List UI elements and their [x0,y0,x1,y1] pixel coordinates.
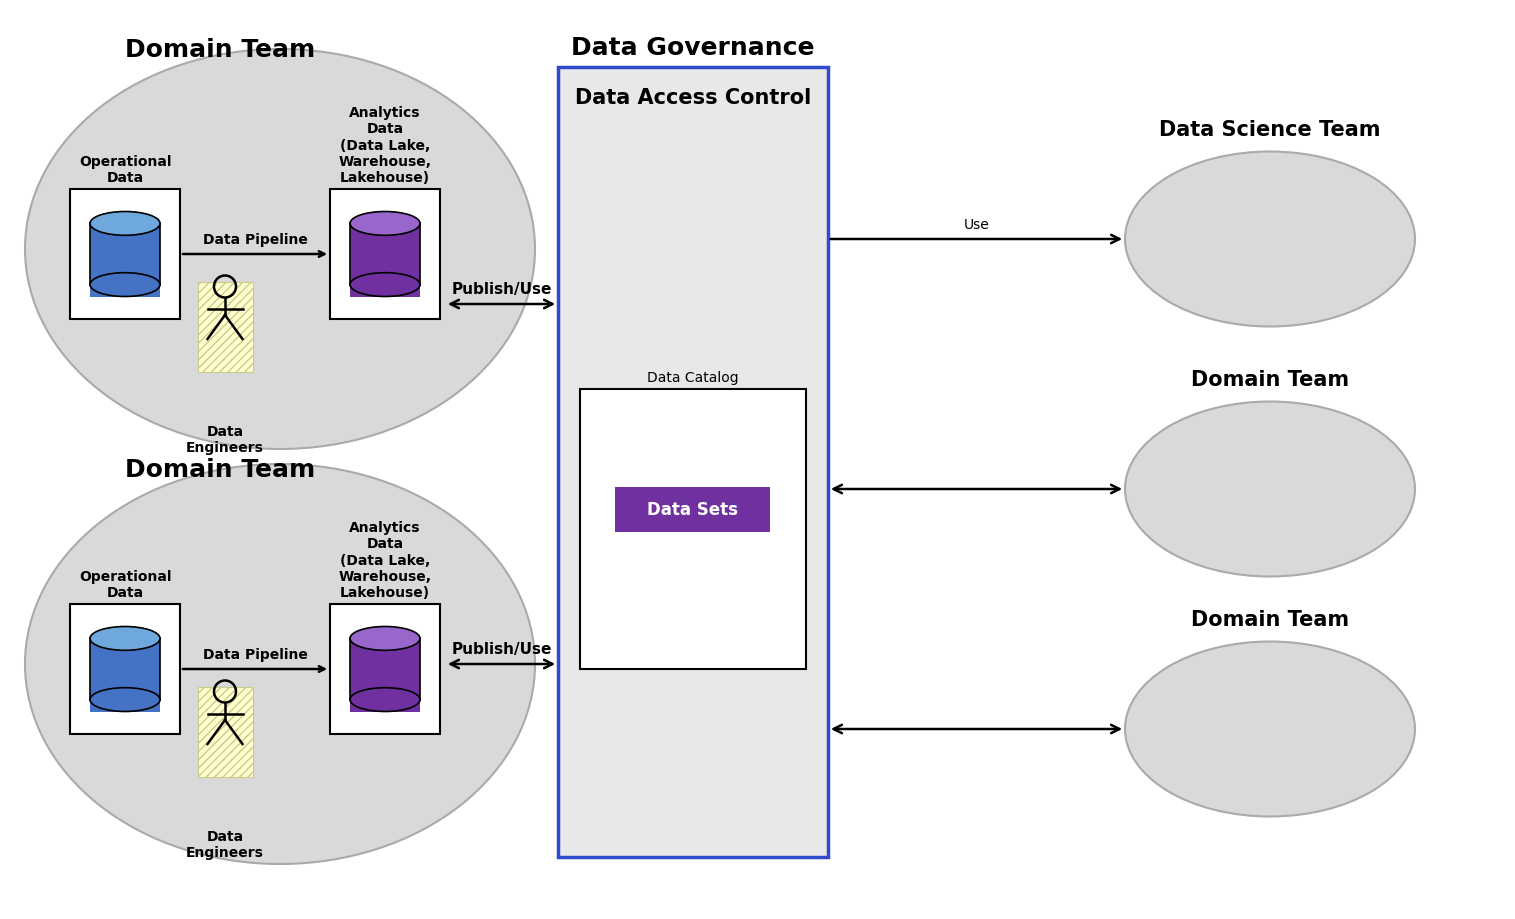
Ellipse shape [89,212,161,236]
Text: Data Access Control: Data Access Control [574,88,811,108]
Text: Operational
Data: Operational Data [79,569,171,599]
Bar [330,605,439,734]
Text: Data Sets: Data Sets [647,501,738,518]
Text: Data
Engineers: Data Engineers [186,829,264,859]
Ellipse shape [350,688,420,711]
Bar [330,190,439,320]
Text: Use: Use [964,218,989,232]
Bar [350,639,420,711]
Ellipse shape [26,50,535,449]
Text: Data Pipeline: Data Pipeline [203,233,308,246]
Text: Operational
Data: Operational Data [79,154,171,185]
Ellipse shape [1126,403,1415,577]
Ellipse shape [350,627,420,651]
Text: Data Catalog: Data Catalog [647,370,739,384]
Ellipse shape [350,274,420,297]
Ellipse shape [89,274,161,297]
Text: Domain Team: Domain Team [1191,610,1348,630]
Text: Domain Team: Domain Team [1191,370,1348,390]
Text: Data Science Team: Data Science Team [1159,120,1380,141]
Bar [89,224,161,297]
Bar [70,605,180,734]
Text: Data Governance: Data Governance [571,36,815,60]
Ellipse shape [26,464,535,864]
Text: Domain Team: Domain Team [124,458,315,482]
Bar [350,224,420,297]
Text: Analytics
Data
(Data Lake,
Warehouse,
Lakehouse): Analytics Data (Data Lake, Warehouse, La… [338,106,432,185]
Bar [197,283,253,372]
Ellipse shape [350,212,420,236]
Ellipse shape [89,688,161,711]
Ellipse shape [1126,153,1415,327]
Text: Publish/Use: Publish/Use [451,282,551,297]
Text: Domain Team: Domain Team [124,38,315,62]
Bar [580,390,806,669]
Ellipse shape [89,627,161,651]
Bar [615,487,771,532]
Bar [89,639,161,711]
Ellipse shape [1126,641,1415,817]
Text: Publish/Use: Publish/Use [451,641,551,656]
Bar [197,687,253,777]
Bar [558,68,829,857]
Text: Analytics
Data
(Data Lake,
Warehouse,
Lakehouse): Analytics Data (Data Lake, Warehouse, La… [338,521,432,599]
Text: Data Pipeline: Data Pipeline [203,647,308,662]
Bar [70,190,180,320]
Text: Data
Engineers: Data Engineers [186,425,264,455]
